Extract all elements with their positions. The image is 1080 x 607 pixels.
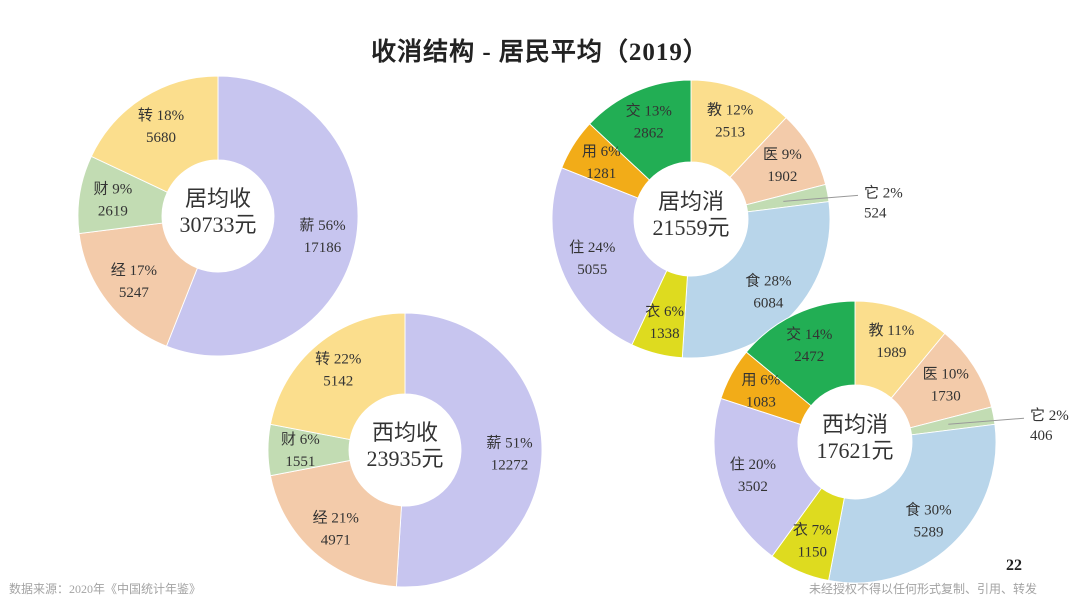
svg-text:交 14%: 交 14% [786, 325, 832, 343]
svg-text:用 6%: 用 6% [582, 144, 621, 160]
svg-text:薪 56%: 薪 56% [299, 217, 345, 234]
svg-text:2862: 2862 [634, 126, 664, 142]
svg-text:交 13%: 交 13% [626, 102, 672, 120]
svg-text:衣 6%: 衣 6% [645, 303, 684, 320]
svg-text:5142: 5142 [323, 373, 353, 389]
svg-text:1150: 1150 [798, 545, 827, 561]
svg-text:5055: 5055 [577, 262, 607, 278]
svg-text:食 30%: 食 30% [905, 501, 951, 518]
svg-text:医 9%: 医 9% [763, 147, 802, 163]
svg-text:21559元: 21559元 [652, 215, 729, 240]
svg-text:住 20%: 住 20% [730, 456, 776, 473]
svg-text:3502: 3502 [738, 479, 768, 495]
svg-text:教 12%: 教 12% [707, 101, 753, 118]
svg-text:5247: 5247 [119, 285, 150, 301]
svg-text:524: 524 [864, 205, 887, 221]
svg-text:1083: 1083 [746, 394, 776, 410]
svg-text:6084: 6084 [753, 296, 784, 312]
svg-text:2513: 2513 [715, 124, 745, 140]
svg-text:转 18%: 转 18% [138, 107, 184, 124]
svg-text:它 2%: 它 2% [1030, 406, 1069, 424]
svg-text:30733元: 30733元 [179, 212, 256, 237]
svg-text:1338: 1338 [650, 326, 680, 342]
svg-text:财 6%: 财 6% [281, 431, 320, 448]
svg-text:住 24%: 住 24% [569, 239, 615, 256]
svg-text:12272: 12272 [491, 457, 529, 473]
svg-text:医 10%: 医 10% [923, 367, 969, 383]
svg-text:西均消: 西均消 [822, 412, 888, 437]
svg-text:4971: 4971 [321, 533, 351, 549]
svg-text:1551: 1551 [285, 454, 315, 470]
svg-text:居均消: 居均消 [658, 189, 724, 214]
svg-text:经 17%: 经 17% [111, 262, 157, 279]
svg-text:教 11%: 教 11% [869, 322, 915, 339]
svg-text:5289: 5289 [914, 524, 944, 540]
svg-text:23935元: 23935元 [366, 446, 443, 471]
svg-text:1281: 1281 [586, 166, 616, 182]
svg-text:17186: 17186 [304, 240, 342, 256]
svg-text:17621元: 17621元 [816, 438, 893, 463]
svg-text:1730: 1730 [931, 389, 961, 405]
svg-text:2619: 2619 [98, 203, 128, 219]
svg-text:西均收: 西均收 [372, 420, 438, 445]
svg-text:它 2%: 它 2% [864, 183, 903, 201]
svg-text:1989: 1989 [876, 345, 906, 361]
svg-text:1902: 1902 [767, 169, 797, 185]
svg-text:406: 406 [1030, 428, 1053, 444]
svg-text:衣 7%: 衣 7% [793, 522, 832, 539]
svg-text:财 9%: 财 9% [94, 180, 133, 197]
svg-text:经 21%: 经 21% [313, 510, 359, 527]
svg-text:2472: 2472 [794, 349, 824, 365]
svg-text:薪 51%: 薪 51% [486, 434, 532, 451]
svg-text:用 6%: 用 6% [742, 372, 781, 388]
svg-text:居均收: 居均收 [185, 186, 251, 211]
svg-text:食 28%: 食 28% [745, 273, 791, 290]
svg-text:5680: 5680 [146, 130, 176, 146]
svg-text:转 22%: 转 22% [315, 350, 361, 367]
